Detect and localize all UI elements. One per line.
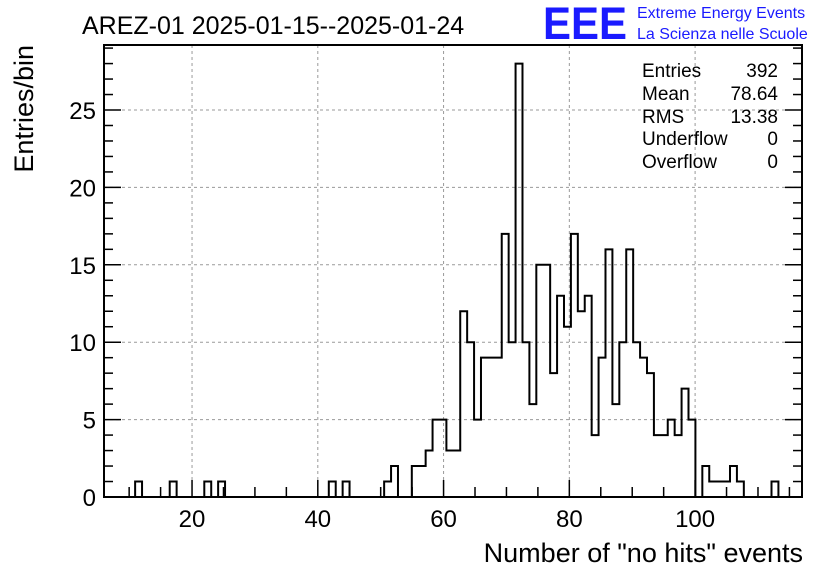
plot-frame <box>103 44 803 498</box>
grid-layer <box>104 45 802 497</box>
x-axis-label: Number of "no hits" events <box>484 538 803 568</box>
y-tick-label: 0 <box>83 485 96 512</box>
eee-logo-line1: Extreme Energy Events <box>637 5 805 22</box>
x-tick-label: 60 <box>430 506 457 533</box>
chart-title: AREZ-01 2025-01-15--2025-01-24 <box>82 12 464 40</box>
y-axis-label: Entries/bin <box>9 45 39 173</box>
eee-logo-line2: La Scienza nelle Scuole <box>637 26 808 43</box>
y-tick-label: 5 <box>83 408 96 435</box>
stats-box: Entries 392 Mean 78.64 RMS 13.38 Underfl… <box>642 61 778 173</box>
stats-value-underflow: 0 <box>767 129 778 150</box>
eee-logo: EEE Extreme Energy Events La Scienza nel… <box>543 0 808 49</box>
stats-value-mean: 78.64 <box>730 84 778 105</box>
stats-label-underflow: Underflow <box>642 129 728 150</box>
x-tick-label: 80 <box>556 506 583 533</box>
x-tick-label: 20 <box>179 506 206 533</box>
x-tick-label: 40 <box>304 506 331 533</box>
y-tick-label: 25 <box>69 98 96 125</box>
stats-label-overflow: Overflow <box>642 152 717 173</box>
axis-layer: 20 40 60 80 100 0 5 10 15 20 25 <box>69 47 802 533</box>
stats-label-rms: RMS <box>642 107 684 128</box>
stats-value-overflow: 0 <box>767 152 778 173</box>
eee-logo-mark: EEE <box>543 0 627 49</box>
y-tick-label: 20 <box>69 175 96 202</box>
stats-label-mean: Mean <box>642 84 690 105</box>
stats-label-entries: Entries <box>642 61 701 82</box>
stats-value-entries: 392 <box>746 61 778 82</box>
stats-value-rms: 13.38 <box>730 107 778 128</box>
y-tick-label: 10 <box>69 330 96 357</box>
y-tick-label: 15 <box>69 253 96 280</box>
x-tick-label: 100 <box>675 506 715 533</box>
